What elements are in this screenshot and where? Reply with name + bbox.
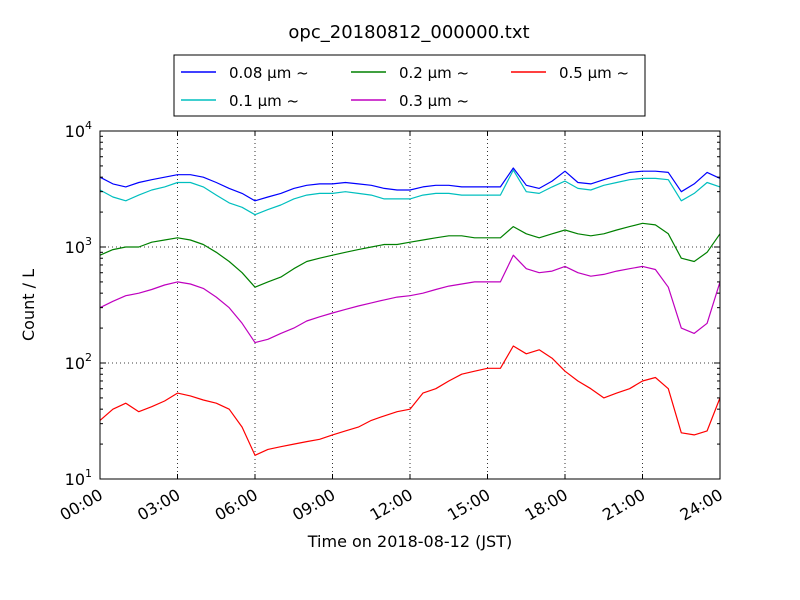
y-tick-labels: 101 102 103 104: [65, 119, 92, 489]
x-tick-label: 00:00: [57, 485, 106, 525]
tick-marks: [99, 130, 721, 480]
y-tick-label: 101: [65, 467, 92, 489]
series-line-2: [99, 222, 721, 288]
grid: [100, 131, 720, 479]
y-tick-label: 104: [65, 119, 92, 141]
x-tick-label: 06:00: [212, 485, 261, 525]
x-tick-label: 03:00: [134, 485, 183, 525]
x-tick-label: 18:00: [522, 485, 571, 525]
x-axis-label: Time on 2018-08-12 (JST): [307, 532, 512, 551]
y-tick-label: 102: [65, 351, 92, 373]
chart-title: opc_20180812_000000.txt: [288, 22, 529, 43]
series-line-3: [99, 254, 721, 344]
x-tick-label: 24:00: [677, 485, 726, 525]
legend-label-1: 0.1 μm ~: [229, 92, 299, 110]
legend-label-4: 0.5 μm ~: [559, 64, 629, 82]
x-tick-labels: 00:00 03:00 06:00 09:00 12:00 15:00 18:00 21:00…: [57, 485, 726, 525]
legend-label-0: 0.08 μm ~: [229, 64, 309, 82]
y-axis-label: Count / L: [19, 269, 38, 341]
series-line-4: [99, 345, 721, 456]
legend-box: [173, 54, 646, 117]
series-group: [99, 167, 721, 456]
legend-label-2: 0.2 μm ~: [399, 64, 469, 82]
x-tick-label: 09:00: [289, 485, 338, 525]
legend: 0.08 μm ~ 0.1 μm ~ 0.2 μm ~ 0.3 μm ~ 0.5 μm …: [173, 54, 646, 117]
legend-label-3: 0.3 μm ~: [399, 92, 469, 110]
x-tick-label: 21:00: [599, 485, 648, 525]
y-tick-label: 103: [65, 235, 92, 257]
series-line-0: [99, 167, 721, 202]
x-tick-label: 15:00: [444, 485, 493, 525]
series-line-1: [99, 169, 721, 216]
x-tick-label: 12:00: [367, 485, 416, 525]
